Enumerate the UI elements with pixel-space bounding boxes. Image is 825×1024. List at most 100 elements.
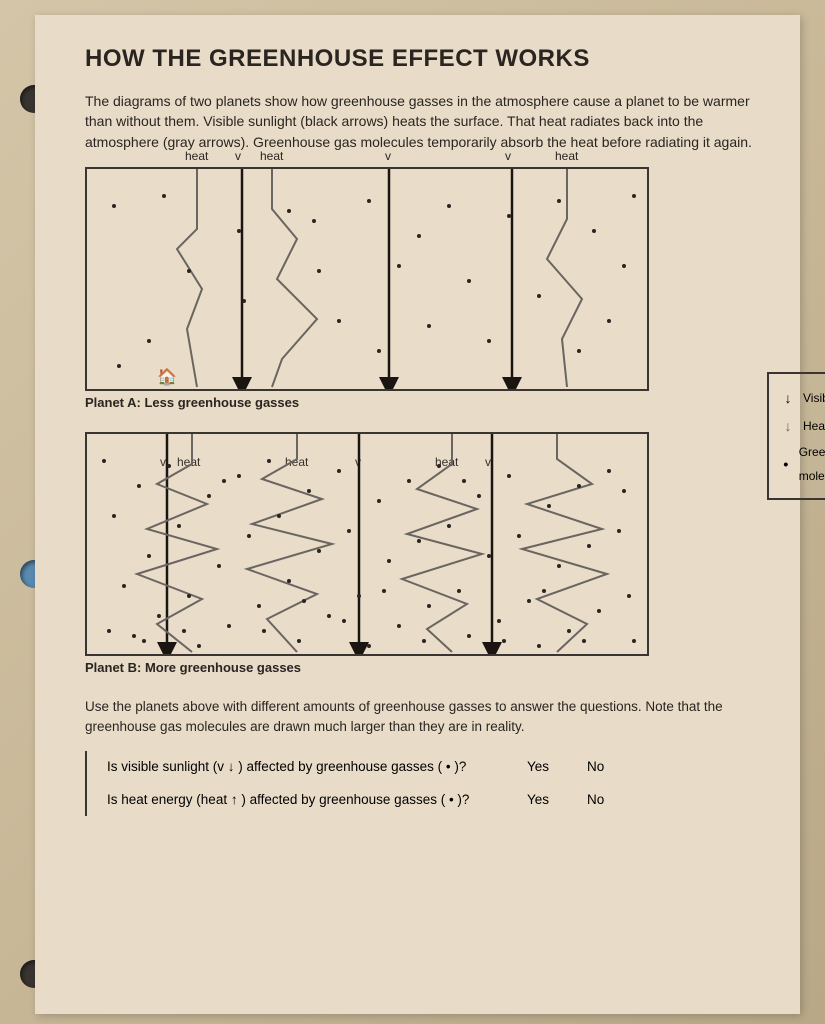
gas-molecule-dot	[327, 614, 331, 618]
planet-b-arrows	[87, 434, 647, 654]
gas-molecule-dot	[497, 619, 501, 623]
answer-no[interactable]: No	[587, 784, 647, 816]
diagram-area: heatvheatvvheat 🏠 Planet A: Less greenho…	[85, 167, 760, 675]
gas-molecule-dot	[447, 204, 451, 208]
gas-molecule-dot	[307, 489, 311, 493]
planet-b-diagram	[85, 432, 649, 656]
gas-molecule-dot	[227, 624, 231, 628]
gas-molecule-dot	[342, 619, 346, 623]
gas-molecule-dot	[547, 504, 551, 508]
gas-molecule-dot	[577, 349, 581, 353]
gas-molecule-dot	[187, 269, 191, 273]
gas-molecule-dot	[112, 514, 116, 518]
gas-molecule-dot	[102, 459, 106, 463]
gas-molecule-dot	[382, 589, 386, 593]
questions-block: Is visible sunlight (v ↓ ) affected by g…	[85, 751, 760, 816]
gas-molecule-dot	[457, 589, 461, 593]
planet-a-caption: Planet A: Less greenhouse gasses	[85, 395, 760, 410]
legend-sunlight: ↓ Visible sunlight	[781, 384, 825, 412]
legend-heat: ↓ Heat	[781, 412, 825, 440]
gas-molecule-dot	[487, 339, 491, 343]
gas-molecule-dot	[337, 319, 341, 323]
gas-molecule-dot	[147, 554, 151, 558]
gas-molecule-dot	[267, 459, 271, 463]
legend-molecule: • Greenhouse gas molecule	[781, 440, 825, 488]
gas-molecule-dot	[437, 464, 441, 468]
gas-molecule-dot	[537, 294, 541, 298]
gas-molecule-dot	[257, 604, 261, 608]
question-2: Is heat energy (heat ↑ ) affected by gre…	[107, 784, 527, 816]
gas-molecule-dot	[567, 629, 571, 633]
gas-molecule-dot	[467, 634, 471, 638]
gas-molecule-dot	[427, 604, 431, 608]
gas-molecule-dot	[487, 554, 491, 558]
gas-molecule-dot	[237, 474, 241, 478]
gas-molecule-dot	[167, 464, 171, 468]
gas-molecule-dot	[247, 534, 251, 538]
gas-molecule-dot	[157, 614, 161, 618]
gas-molecule-dot	[367, 199, 371, 203]
gas-molecule-dot	[537, 644, 541, 648]
down-arrow-icon: ↓	[781, 412, 795, 440]
dot-icon: •	[781, 450, 791, 478]
worksheet-page: HOW THE GREENHOUSE EFFECT WORKS The diag…	[35, 15, 800, 1014]
gas-molecule-dot	[447, 524, 451, 528]
gas-molecule-dot	[302, 599, 306, 603]
gas-molecule-dot	[117, 364, 121, 368]
gas-molecule-dot	[607, 319, 611, 323]
gas-molecule-dot	[632, 194, 636, 198]
gas-molecule-dot	[477, 494, 481, 498]
gas-molecule-dot	[622, 489, 626, 493]
gas-molecule-dot	[557, 199, 561, 203]
gas-molecule-dot	[557, 564, 561, 568]
arrow-label: heat	[185, 149, 208, 163]
answer-no[interactable]: No	[587, 751, 647, 783]
legend-label: Heat	[803, 414, 825, 438]
gas-molecule-dot	[317, 549, 321, 553]
gas-molecule-dot	[462, 479, 466, 483]
gas-molecule-dot	[377, 349, 381, 353]
gas-molecule-dot	[217, 564, 221, 568]
gas-molecule-dot	[387, 559, 391, 563]
gas-molecule-dot	[417, 539, 421, 543]
gas-molecule-dot	[182, 629, 186, 633]
gas-molecule-dot	[397, 264, 401, 268]
gas-molecule-dot	[162, 194, 166, 198]
gas-molecule-dot	[277, 514, 281, 518]
gas-molecule-dot	[197, 644, 201, 648]
gas-molecule-dot	[597, 609, 601, 613]
gas-molecule-dot	[617, 529, 621, 533]
legend-box: ↓ Visible sunlight ↓ Heat • Greenhouse g…	[767, 372, 825, 500]
gas-molecule-dot	[592, 229, 596, 233]
gas-molecule-dot	[187, 594, 191, 598]
gas-molecule-dot	[177, 524, 181, 528]
gas-molecule-dot	[242, 299, 246, 303]
legend-label: Greenhouse gas molecule	[799, 440, 825, 488]
gas-molecule-dot	[582, 639, 586, 643]
gas-molecule-dot	[112, 204, 116, 208]
gas-molecule-dot	[347, 529, 351, 533]
question-row: Is heat energy (heat ↑ ) affected by gre…	[107, 784, 760, 816]
answer-yes[interactable]: Yes	[527, 751, 587, 783]
gas-molecule-dot	[407, 479, 411, 483]
arrow-label: v	[505, 149, 511, 163]
gas-molecule-dot	[147, 339, 151, 343]
gas-molecule-dot	[577, 484, 581, 488]
answer-yes[interactable]: Yes	[527, 784, 587, 816]
legend-label: Visible sunlight	[803, 386, 825, 410]
gas-molecule-dot	[297, 639, 301, 643]
gas-molecule-dot	[517, 534, 521, 538]
gas-molecule-dot	[237, 229, 241, 233]
page-title: HOW THE GREENHOUSE EFFECT WORKS	[85, 45, 760, 73]
gas-molecule-dot	[122, 584, 126, 588]
planet-a-diagram: 🏠	[85, 167, 649, 391]
gas-molecule-dot	[422, 639, 426, 643]
gas-molecule-dot	[507, 474, 511, 478]
gas-molecule-dot	[587, 544, 591, 548]
gas-molecule-dot	[397, 624, 401, 628]
arrow-label: heat	[555, 149, 578, 163]
gas-molecule-dot	[137, 484, 141, 488]
gas-molecule-dot	[542, 589, 546, 593]
gas-molecule-dot	[207, 494, 211, 498]
arrow-label: v	[235, 149, 241, 163]
